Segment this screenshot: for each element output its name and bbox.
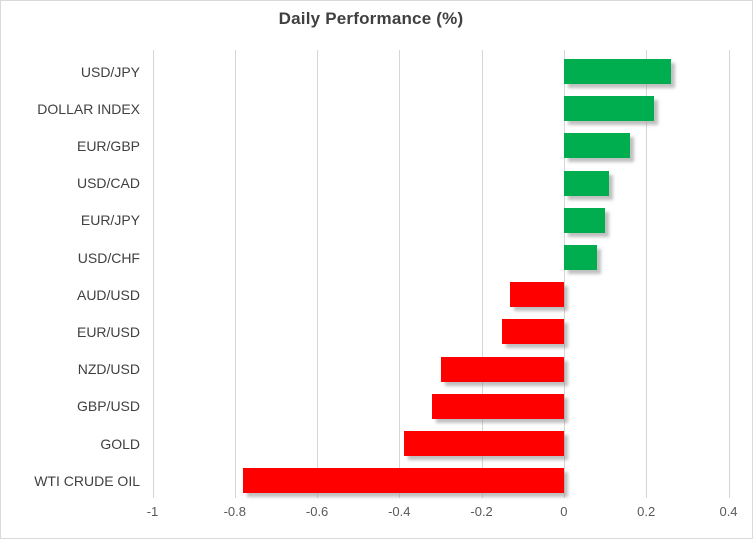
bar-gold [403,431,564,456]
category-label: USD/CHF [77,249,140,266]
category-label: EUR/JPY [80,212,140,229]
category-label: EUR/GBP [76,137,140,154]
x-tick-label: -0.8 [223,504,246,519]
chart-title: Daily Performance (%) [278,9,464,28]
x-tick-label: 0 [560,504,568,519]
category-label: WTI CRUDE OIL [34,472,140,489]
bar-nzd-usd [440,356,564,382]
bar-eur-jpy [563,207,605,233]
x-tick-label: 0.4 [719,504,738,519]
category-label: GOLD [100,435,140,452]
category-label: EUR/USD [76,323,140,340]
x-tick-label: -1 [146,504,159,519]
category-label: GBP/USD [76,398,140,415]
category-label: DOLLAR INDEX [37,100,140,117]
gridline [152,50,154,498]
category-label: AUD/USD [76,286,140,303]
bar-usd-cad [563,170,610,196]
category-label: USD/JPY [80,63,140,80]
gridline [646,50,648,498]
category-label: NZD/USD [77,361,140,378]
bar-usd-chf [563,245,597,270]
bar-eur-gbp [563,133,630,159]
bar-wti-crude-oil [243,468,564,494]
bar-eur-usd [502,319,564,345]
category-label: USD/CAD [76,175,140,192]
x-tick-label: -0.2 [470,504,493,519]
gridline [317,50,319,498]
gridline [563,50,565,498]
x-tick-label: 0.2 [637,504,656,519]
x-tick-label: -0.6 [305,504,329,519]
bar-aud-usd [510,282,564,308]
bar-usd-jpy [563,59,671,84]
gridline [234,50,236,498]
x-tick-label: -0.4 [388,504,411,519]
bar-dollar-index [563,96,655,122]
gridline [481,50,483,498]
gridline [728,50,730,498]
bar-gbp-usd [432,393,564,419]
gridline [399,50,401,498]
